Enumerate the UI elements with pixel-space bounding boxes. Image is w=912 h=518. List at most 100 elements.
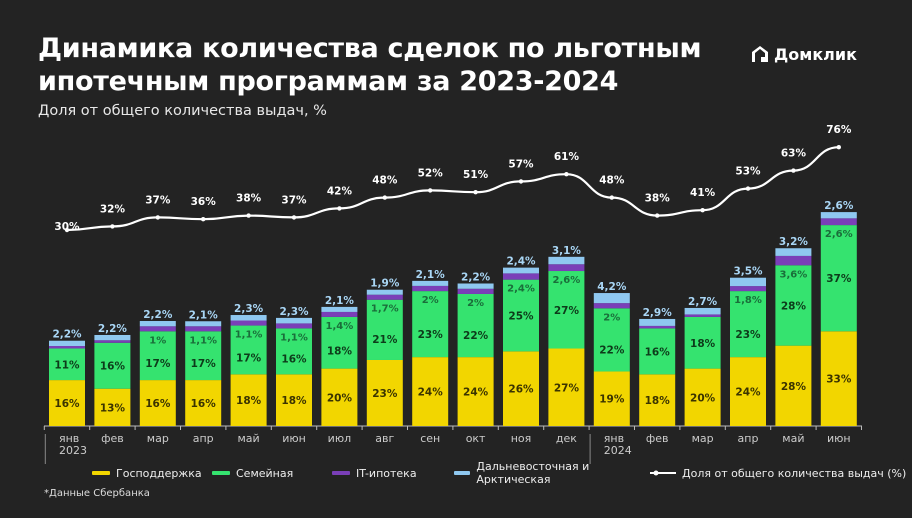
bar-label-semeynaya: 16% <box>645 346 671 358</box>
line-point <box>246 213 251 218</box>
bar-gospodderzhka <box>457 357 494 426</box>
line-point-label: 36% <box>191 196 217 208</box>
bar-it-ipoteka <box>730 286 766 292</box>
bar-gospodderzhka <box>321 368 358 426</box>
bar-gospodderzhka <box>94 388 131 426</box>
bar-label-dalnevostochnaya: 2,2% <box>461 272 491 284</box>
line-series-share <box>66 146 839 232</box>
bar-gospodderzhka <box>185 380 222 426</box>
bar-label-gospodderzhka: 18% <box>645 395 671 407</box>
bar-dalnevostochnaya <box>775 248 812 256</box>
bar-label-gospodderzhka: 26% <box>508 384 534 396</box>
bar-label-it-ipoteka: 2% <box>467 298 484 309</box>
bar-semeynaya <box>366 299 403 360</box>
bar-label-it-ipoteka: 1,7% <box>371 304 399 315</box>
bar-semeynaya <box>276 328 312 375</box>
bar-semeynaya <box>185 331 222 381</box>
chart-legend: Господдержка Семейная IT-ипотека Дальневост… <box>92 460 906 486</box>
x-tick-label: авг <box>375 432 394 445</box>
bar-label-semeynaya: 16% <box>281 353 307 365</box>
line-point <box>791 168 796 173</box>
line-point <box>564 172 569 177</box>
bar-label-semeynaya: 37% <box>826 273 852 285</box>
bar-it-ipoteka <box>94 340 131 343</box>
bar-label-dalnevostochnaya: 1,9% <box>370 278 400 290</box>
bar-it-ipoteka <box>321 311 358 317</box>
bar-it-ipoteka <box>276 323 312 329</box>
bar-semeynaya <box>820 225 857 332</box>
bar-label-dalnevostochnaya: 2,2% <box>98 323 128 335</box>
legend-item: Доля от общего количества выдач (%) <box>650 460 906 486</box>
bar-label-gospodderzhka: 20% <box>327 392 353 404</box>
bar-gospodderzhka <box>276 374 312 426</box>
bar-label-dalnevostochnaya: 2,3% <box>279 306 309 318</box>
bar-label-dalnevostochnaya: 2,2% <box>143 309 173 321</box>
title-line-2: ипотечным программам за 2023-2024 <box>38 66 619 97</box>
line-point <box>155 215 160 220</box>
line-point <box>700 208 705 213</box>
line-point-label: 30% <box>54 221 80 233</box>
x-tick-label: янв <box>59 432 79 445</box>
line-point <box>655 213 660 218</box>
x-tick-label: май <box>237 432 259 445</box>
bar-label-it-ipoteka: 1,8% <box>734 295 762 306</box>
bar-label-dalnevostochnaya: 3,5% <box>733 266 763 278</box>
bar-label-semeynaya: 16% <box>100 361 126 373</box>
x-tick-label: апр <box>738 432 759 445</box>
bar-gospodderzhka <box>503 351 539 426</box>
bar-label-semeynaya: 22% <box>599 344 625 356</box>
bar-label-it-ipoteka: 3,6% <box>780 269 808 280</box>
bar-dalnevostochnaya <box>139 321 176 327</box>
line-point <box>337 206 342 211</box>
bar-label-gospodderzhka: 18% <box>281 395 307 407</box>
legend-swatch <box>332 471 350 475</box>
bar-it-ipoteka <box>412 285 449 292</box>
bar-label-gospodderzhka: 19% <box>599 394 625 406</box>
bar-it-ipoteka <box>593 303 630 309</box>
bar-label-semeynaya: 28% <box>781 300 807 312</box>
x-tick-label: сен <box>420 432 440 445</box>
bar-semeynaya <box>139 331 176 381</box>
line-point-label: 53% <box>735 166 761 178</box>
bar-it-ipoteka <box>775 255 812 266</box>
bar-label-dalnevostochnaya: 2,7% <box>688 296 718 308</box>
bar-label-gospodderzhka: 24% <box>463 387 489 399</box>
x-tick-label: фев <box>101 432 124 445</box>
bar-label-dalnevostochnaya: 4,2% <box>597 281 627 293</box>
bar-label-it-ipoteka: 1,1% <box>280 332 308 343</box>
bar-gospodderzhka <box>230 374 267 426</box>
bar-label-dalnevostochnaya: 2,4% <box>506 256 536 268</box>
bar-semeynaya <box>321 316 358 369</box>
bar-dalnevostochnaya <box>366 289 403 295</box>
line-point-label: 38% <box>645 193 671 205</box>
bar-gospodderzhka <box>684 368 721 426</box>
bar-label-gospodderzhka: 20% <box>690 392 716 404</box>
line-point-label: 41% <box>690 187 716 199</box>
bar-label-it-ipoteka: 2,6% <box>553 275 581 286</box>
bar-label-semeynaya: 11% <box>54 359 80 371</box>
bar-label-gospodderzhka: 24% <box>735 387 761 399</box>
chart-title: Динамика количества сделок по льготным и… <box>38 32 702 98</box>
bar-label-it-ipoteka: 1,1% <box>235 330 263 341</box>
bar-it-ipoteka <box>457 288 494 294</box>
bar-semeynaya <box>412 291 449 358</box>
bar-label-it-ipoteka: 1,4% <box>326 321 354 332</box>
bar-label-dalnevostochnaya: 2,9% <box>643 307 673 319</box>
line-point <box>201 217 206 222</box>
bar-label-gospodderzhka: 13% <box>100 402 126 414</box>
line-point-label: 48% <box>372 175 398 187</box>
bar-dalnevostochnaya <box>94 334 131 341</box>
bar-label-semeynaya: 25% <box>508 311 534 323</box>
x-tick-label: ноя <box>511 432 532 445</box>
line-point <box>64 227 70 233</box>
bar-label-gospodderzhka: 28% <box>781 381 807 393</box>
bar-dalnevostochnaya <box>820 212 857 219</box>
bar-dalnevostochnaya <box>548 256 585 265</box>
bar-label-dalnevostochnaya: 2,1% <box>416 269 446 281</box>
line-point-label: 37% <box>281 194 307 206</box>
line-point <box>518 179 524 184</box>
bar-label-semeynaya: 22% <box>463 330 489 342</box>
bar-semeynaya <box>457 293 494 358</box>
